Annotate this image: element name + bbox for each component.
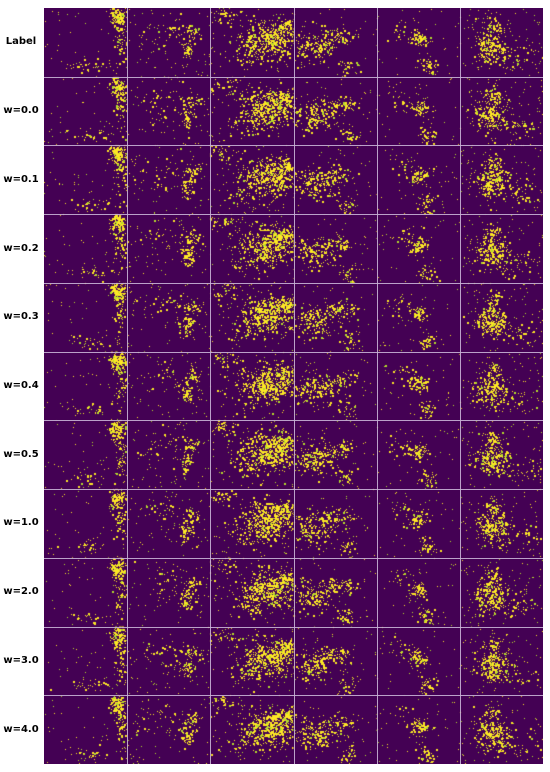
- row-label: w=0.3: [3, 311, 39, 323]
- row-divider: [44, 214, 543, 215]
- row-divider: [44, 695, 543, 696]
- column-divider: [127, 8, 128, 764]
- row-label: w=4.0: [3, 723, 39, 735]
- row-label: w=0.4: [3, 380, 39, 391]
- row-label: w=1.0: [3, 517, 39, 529]
- row-divider: [44, 627, 543, 628]
- row-divider: [44, 489, 543, 490]
- row-divider: [44, 352, 543, 353]
- column-divider: [460, 8, 461, 764]
- row-divider: [44, 558, 543, 559]
- column-divider: [210, 8, 211, 764]
- row-label: Label: [5, 36, 37, 48]
- row-label: w=0.1: [3, 173, 39, 185]
- row-label: w=0.2: [3, 242, 39, 254]
- row-label: w=0.0: [3, 105, 39, 117]
- column-divider: [294, 8, 295, 764]
- row-divider: [44, 420, 543, 421]
- row-divider: [44, 145, 543, 146]
- row-label: w=0.5: [3, 448, 39, 460]
- row-label: w=2.0: [3, 586, 39, 598]
- row-divider: [44, 77, 543, 78]
- column-divider: [377, 8, 378, 764]
- panel-grid: [44, 8, 543, 764]
- row-label: w=3.0: [3, 654, 39, 666]
- row-divider: [44, 283, 543, 284]
